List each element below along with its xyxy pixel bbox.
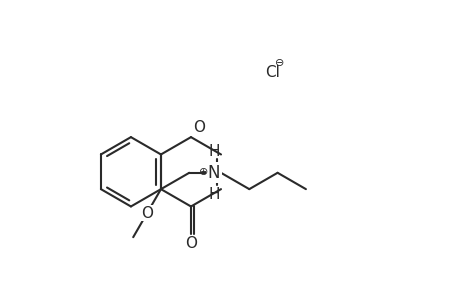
Text: O: O <box>192 120 205 135</box>
Text: ⊕: ⊕ <box>199 167 208 177</box>
Text: O: O <box>141 206 153 221</box>
Text: O: O <box>185 236 196 251</box>
Text: N: N <box>207 164 220 182</box>
Text: H: H <box>208 144 219 159</box>
Text: methoxy: methoxy <box>127 235 133 236</box>
Text: H: H <box>208 187 219 202</box>
Text: Cl: Cl <box>264 65 279 80</box>
Text: ⊖: ⊖ <box>274 58 284 68</box>
